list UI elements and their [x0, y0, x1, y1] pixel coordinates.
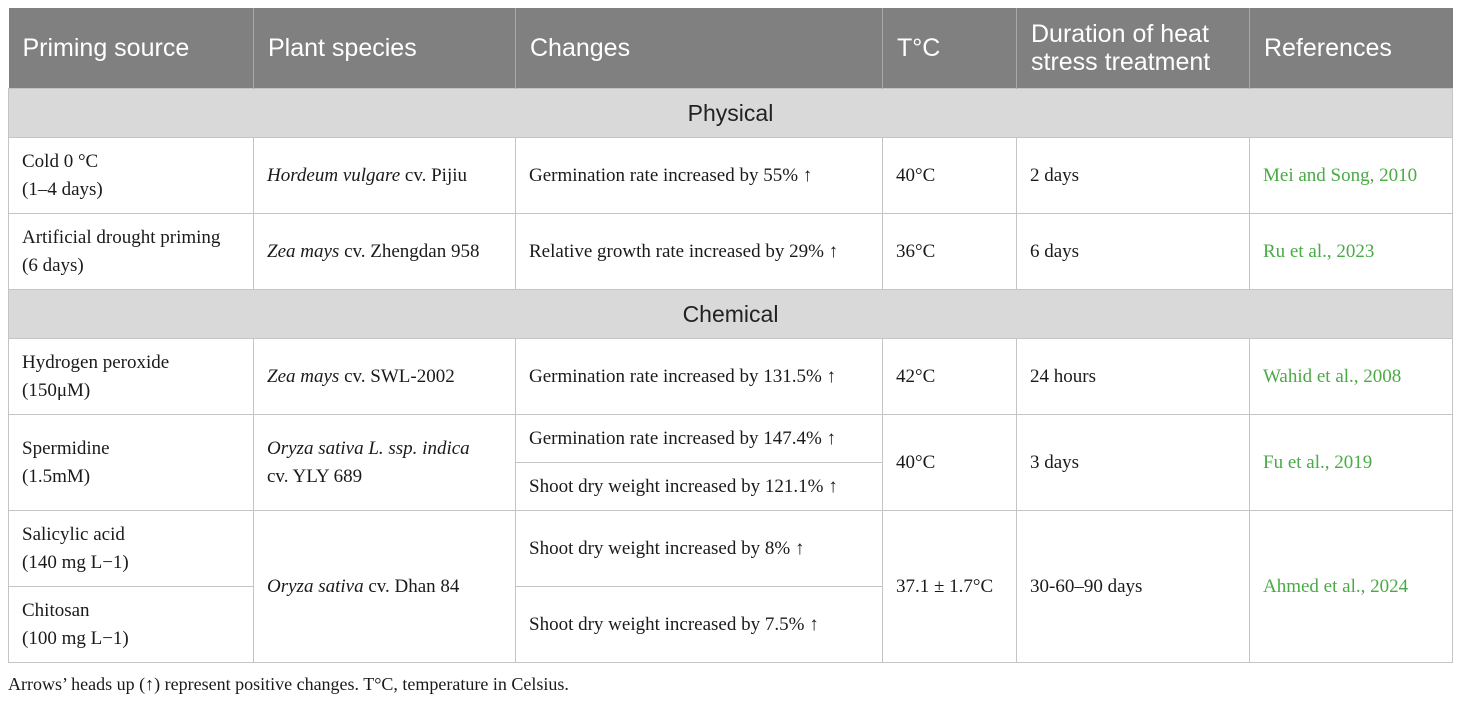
table-footnote: Arrows’ heads up (↑) represent positive …: [8, 674, 569, 694]
priming-source-text: Spermidine: [22, 437, 110, 459]
temperature-cell: 37.1 ± 1.7°C: [882, 510, 1017, 663]
priming-source-cell: Chitosan (100 mg L−1): [8, 586, 254, 663]
table-row: Chitosan (100 mg L−1) Shoot dry weight in…: [8, 586, 1453, 663]
section-label-physical: Physical: [8, 88, 1453, 138]
reference-link[interactable]: Mei and Song, 2010: [1249, 137, 1453, 214]
section-row-chemical: Chemical: [8, 289, 1453, 339]
table-row: Spermidine (1.5mM) Oryza sativa L. ssp. i…: [8, 414, 1453, 511]
table-row: Hydrogen peroxide (150μM) Zea mays cv. SW…: [8, 338, 1453, 415]
species-name: Zea mays: [267, 365, 340, 387]
priming-source-detail: (140 mg L−1): [22, 551, 129, 573]
priming-source-cell: Hydrogen peroxide (150μM): [8, 338, 254, 415]
header-references: References: [1249, 8, 1453, 89]
header-priming-source: Priming source: [8, 8, 254, 89]
data-table-container: Priming source Plant species Changes T°C…: [8, 8, 1453, 663]
priming-source-cell: Salicylic acid (140 mg L−1): [8, 510, 254, 587]
change-cell: Germination rate increased by 55% ↑: [515, 137, 883, 214]
priming-source-detail: (100 mg L−1): [22, 627, 129, 649]
species-name: Hordeum vulgare: [267, 164, 401, 186]
table-row: Cold 0 °C (1–4 days) Hordeum vulgare cv. …: [8, 137, 1453, 214]
priming-source-detail: (1.5mM): [22, 465, 91, 487]
cultivar-name: cv. Zhengdan 958: [339, 240, 480, 262]
change-cell: Germination rate increased by 131.5% ↑: [515, 338, 883, 415]
header-plant-species: Plant species: [253, 8, 516, 89]
priming-source-text: Artificial drought priming: [22, 226, 221, 248]
plant-species-cell: Zea mays cv. SWL-2002: [253, 338, 516, 415]
change-cell: Shoot dry weight increased by 8% ↑: [515, 510, 883, 587]
priming-source-cell: Artificial drought priming (6 days): [8, 213, 254, 290]
reference-link[interactable]: Ahmed et al., 2024: [1249, 510, 1453, 663]
header-changes: Changes: [515, 8, 883, 89]
temperature-cell: 40°C: [882, 137, 1017, 214]
cultivar-name: cv. SWL-2002: [339, 365, 455, 387]
table-row: Salicylic acid (140 mg L−1) Oryza sativa …: [8, 510, 1453, 663]
header-temperature: T°C: [882, 8, 1017, 89]
priming-source-text: Cold 0 °C: [22, 150, 99, 172]
priming-source-text: Salicylic acid: [22, 523, 125, 545]
priming-table: Priming source Plant species Changes T°C…: [8, 8, 1453, 663]
priming-source-text: Chitosan: [22, 599, 90, 621]
duration-cell: 30-60–90 days: [1016, 510, 1250, 663]
species-name: Zea mays: [267, 240, 340, 262]
duration-cell: 24 hours: [1016, 338, 1250, 415]
table-row: Artificial drought priming (6 days) Zea m…: [8, 213, 1453, 290]
cultivar-name: cv. Pijiu: [400, 164, 468, 186]
change-cell: Shoot dry weight increased by 121.1% ↑: [515, 462, 883, 511]
temperature-cell: 42°C: [882, 338, 1017, 415]
priming-source-detail: (6 days): [22, 254, 84, 276]
priming-source-cell: Cold 0 °C (1–4 days): [8, 137, 254, 214]
cultivar-name: cv. YLY 689: [267, 465, 363, 487]
reference-link[interactable]: Ru et al., 2023: [1249, 213, 1453, 290]
table-row: Shoot dry weight increased by 121.1% ↑: [9, 462, 1453, 511]
temperature-cell: 40°C: [882, 414, 1017, 511]
plant-species-cell: Oryza sativa cv. Dhan 84: [253, 510, 516, 663]
priming-source-detail: (1–4 days): [22, 178, 103, 200]
reference-link[interactable]: Fu et al., 2019: [1249, 414, 1453, 511]
header-duration: Duration of heat stress treatment: [1016, 8, 1250, 89]
plant-species-cell: Zea mays cv. Zhengdan 958: [253, 213, 516, 290]
plant-species-cell: Hordeum vulgare cv. Pijiu: [253, 137, 516, 214]
section-label-chemical: Chemical: [8, 289, 1453, 339]
temperature-cell: 36°C: [882, 213, 1017, 290]
priming-source-text: Hydrogen peroxide: [22, 351, 170, 373]
plant-species-cell: Oryza sativa L. ssp. indica cv. YLY 689: [253, 414, 516, 511]
change-cell: Relative growth rate increased by 29% ↑: [515, 213, 883, 290]
duration-cell: 2 days: [1016, 137, 1250, 214]
cultivar-name: cv. Dhan 84: [363, 575, 460, 597]
duration-cell: 3 days: [1016, 414, 1250, 511]
change-cell: Germination rate increased by 147.4% ↑: [515, 414, 883, 463]
reference-link[interactable]: Wahid et al., 2008: [1249, 338, 1453, 415]
section-row-physical: Physical: [8, 88, 1453, 138]
table-header-row: Priming source Plant species Changes T°C…: [8, 8, 1453, 89]
priming-source-detail: (150μM): [22, 379, 91, 401]
species-name: Oryza sativa L. ssp. indica: [267, 437, 470, 459]
priming-source-cell: Spermidine (1.5mM): [8, 414, 254, 511]
species-name: Oryza sativa: [267, 575, 364, 597]
change-cell: Shoot dry weight increased by 7.5% ↑: [515, 586, 883, 663]
duration-cell: 6 days: [1016, 213, 1250, 290]
